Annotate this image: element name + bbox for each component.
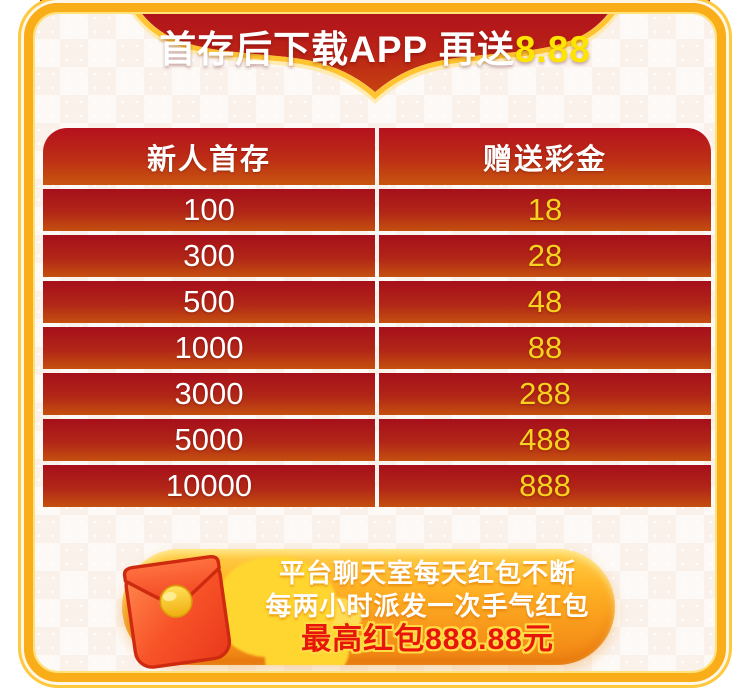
table-cell-bonus: 888 <box>379 465 711 507</box>
banner-title: 首存后下载APP 再送8.88 <box>0 19 750 73</box>
table-cell-deposit: 10000 <box>43 465 375 507</box>
table-cell-deposit: 3000 <box>43 373 375 415</box>
table-cell-deposit: 100 <box>43 189 375 231</box>
table-cell-deposit: 500 <box>43 281 375 323</box>
promo-line-1: 平台聊天室每天红包不断 <box>278 558 576 588</box>
table-header-deposit: 新人首存 <box>43 128 375 185</box>
table-cell-deposit: 1000 <box>43 327 375 369</box>
table-cell-bonus: 88 <box>379 327 711 369</box>
table-header-bonus: 赠送彩金 <box>379 128 711 185</box>
yellow-blob-decoration <box>217 557 337 657</box>
envelope-clasp-highlight <box>162 591 177 602</box>
ribbon-shape <box>127 2 623 105</box>
deposit-bonus-table: 新人首存 赠送彩金 100 18 300 28 500 48 1000 88 3… <box>43 128 711 507</box>
table-cell-deposit: 5000 <box>43 419 375 461</box>
table-cell-bonus: 28 <box>379 235 711 277</box>
promo-line-3: 最高红包888.88元 <box>301 623 554 656</box>
banner-title-text: 首存后下载APP 再送 <box>159 29 515 70</box>
promo-line-2: 每两小时派发一次手气红包 <box>265 591 590 621</box>
table-cell-deposit: 300 <box>43 235 375 277</box>
promo-text-block: 平台聊天室每天红包不断 每两小时派发一次手气红包 最高红包888.88元 <box>240 549 615 665</box>
red-envelope-icon <box>122 555 232 669</box>
table-cell-bonus: 488 <box>379 419 711 461</box>
table-cell-bonus: 48 <box>379 281 711 323</box>
table-cell-bonus: 288 <box>379 373 711 415</box>
banner-title-highlight: 8.88 <box>514 29 591 70</box>
table-cell-bonus: 18 <box>379 189 711 231</box>
